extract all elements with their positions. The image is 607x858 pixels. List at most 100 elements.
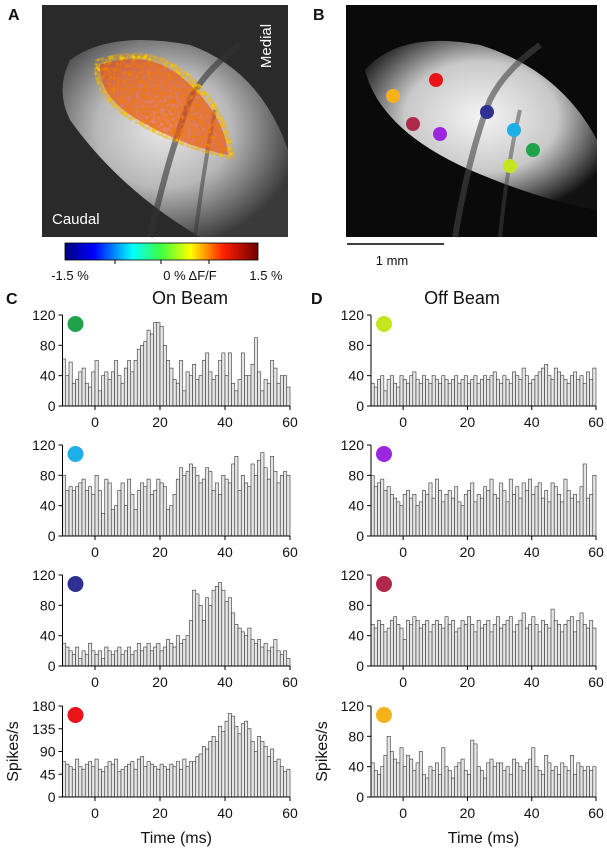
- bar: [101, 658, 106, 667]
- bar: [431, 770, 436, 798]
- bar: [211, 490, 216, 537]
- bar: [237, 490, 242, 537]
- bar: [502, 770, 507, 798]
- bar: [234, 725, 239, 798]
- bar: [441, 627, 446, 667]
- y-axis-label: Spikes/s: [5, 721, 22, 781]
- bar: [81, 650, 86, 667]
- bar: [393, 758, 398, 798]
- bar: [586, 766, 590, 798]
- x-tick-label: 60: [588, 805, 604, 821]
- bar: [221, 730, 226, 798]
- bar: [198, 375, 203, 407]
- bar: [104, 478, 109, 537]
- bar: [444, 766, 449, 798]
- bar: [172, 646, 177, 667]
- x-tick-label: 40: [524, 674, 540, 690]
- unit-marker: [67, 446, 84, 462]
- bar: [512, 493, 516, 537]
- bar: [412, 493, 417, 537]
- bar: [283, 650, 288, 667]
- bar: [496, 616, 500, 667]
- bar: [541, 620, 545, 667]
- bar: [169, 642, 174, 667]
- bar: [179, 467, 184, 537]
- colorbar: [64, 242, 259, 261]
- bar: [175, 635, 180, 667]
- bar: [521, 612, 526, 667]
- bar: [544, 490, 549, 537]
- bar: [534, 486, 539, 537]
- bar: [172, 493, 177, 537]
- bar: [441, 501, 446, 537]
- bar: [463, 770, 468, 798]
- bar: [143, 486, 148, 537]
- unit-marker: [67, 576, 84, 592]
- bar: [88, 642, 93, 667]
- colorbar-label: 1.5 %: [249, 268, 283, 283]
- bar: [182, 475, 187, 537]
- bar: [377, 482, 381, 537]
- bar: [120, 482, 125, 537]
- bar: [566, 620, 571, 667]
- bar: [231, 463, 236, 537]
- bar: [576, 379, 581, 407]
- bar: [425, 620, 430, 667]
- bar: [127, 646, 132, 667]
- bar: [107, 482, 112, 537]
- bar: [166, 768, 171, 798]
- bar: [386, 486, 391, 537]
- bar: [444, 379, 449, 407]
- bar: [94, 654, 99, 667]
- bar: [441, 747, 446, 798]
- bar: [237, 627, 242, 667]
- bar: [486, 490, 491, 537]
- bar: [140, 345, 145, 407]
- bar: [185, 766, 190, 798]
- bar: [451, 379, 455, 407]
- bar: [422, 490, 426, 537]
- bar: [447, 770, 452, 798]
- site-dot: [507, 123, 521, 137]
- bar: [257, 736, 262, 798]
- y-tick-label: 0: [48, 398, 56, 414]
- x-tick-label: 40: [217, 674, 233, 690]
- bar: [75, 486, 80, 537]
- bar: [214, 741, 219, 798]
- y-tick-label: 40: [40, 368, 56, 384]
- bar: [592, 475, 597, 537]
- bar: [576, 620, 581, 667]
- bar: [402, 766, 407, 798]
- bar: [110, 371, 115, 407]
- bar: [198, 605, 203, 667]
- bar: [208, 741, 213, 798]
- bar: [569, 375, 574, 407]
- bar: [260, 452, 265, 537]
- bar: [579, 766, 584, 798]
- y-tick-label: 180: [32, 698, 56, 714]
- bar: [418, 751, 423, 798]
- bar: [428, 631, 433, 667]
- bar: [528, 623, 533, 667]
- bar: [104, 371, 109, 407]
- unit-marker: [376, 707, 392, 723]
- bar: [71, 768, 76, 798]
- bar: [71, 382, 76, 407]
- x-tick-label: 20: [152, 805, 168, 821]
- bar: [393, 382, 398, 407]
- bar: [396, 623, 401, 667]
- bar: [592, 367, 597, 407]
- bar: [389, 375, 394, 407]
- bar: [94, 475, 99, 537]
- bar: [266, 382, 271, 407]
- bar: [483, 623, 488, 667]
- y-tick-label: 40: [348, 759, 364, 775]
- bar: [270, 456, 275, 537]
- y-tick-label: 80: [348, 597, 364, 613]
- bar: [473, 501, 478, 537]
- y-tick-label: 120: [32, 567, 56, 583]
- bar: [563, 623, 568, 667]
- bar: [412, 371, 417, 407]
- bar: [460, 505, 465, 537]
- bar: [227, 597, 232, 667]
